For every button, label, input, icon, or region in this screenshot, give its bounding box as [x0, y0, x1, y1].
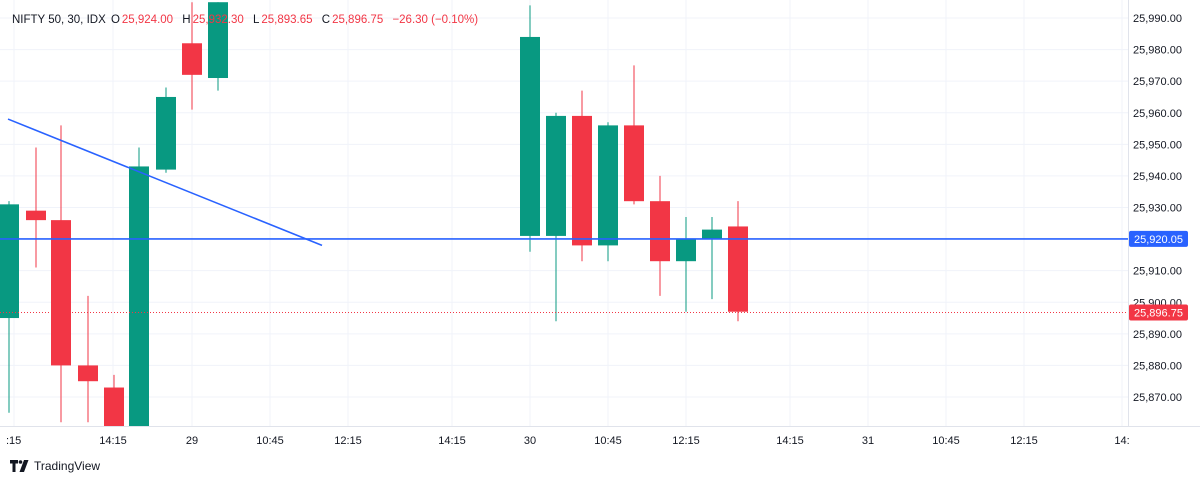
x-tick-label: 10:45: [932, 435, 960, 447]
x-tick-label: 10:45: [256, 435, 284, 447]
candle-body: [520, 36, 540, 236]
x-tick-label: 31: [862, 435, 874, 447]
horizontal-line-price-tag: [1129, 230, 1188, 247]
close-value: 25,896.75: [332, 14, 384, 26]
x-tick-label: 12:15: [334, 435, 362, 447]
candle-body: [104, 387, 124, 426]
low-value: 25,893.65: [261, 14, 313, 26]
x-tick-label: 30: [524, 435, 536, 447]
x-tick-label: :15: [6, 435, 21, 447]
candle-body: [182, 43, 202, 75]
candle-body: [26, 210, 46, 221]
trendline: [7, 118, 323, 247]
y-tick-label: 25,950.00: [1133, 139, 1182, 151]
candle-body: [702, 229, 722, 240]
candles-group: [0, 2, 748, 426]
x-tick-label: 14:15: [776, 435, 804, 447]
x-tick-label: 14:15: [438, 435, 466, 447]
candle-body: [546, 115, 566, 236]
x-tick-label: 14:15: [99, 435, 127, 447]
x-tick-label: 10:45: [594, 435, 622, 447]
y-tick-label: 25,980.00: [1133, 45, 1182, 57]
candle-body: [676, 239, 696, 262]
symbol-label: NIFTY 50, 30, IDX: [12, 14, 106, 26]
candle-body: [572, 115, 592, 246]
high-label: H: [182, 14, 191, 26]
candle-body: [129, 166, 149, 426]
ohlc-legend: NIFTY 50, 30, IDX O 25,924.00 H 25,932.30 …: [12, 14, 480, 26]
y-tick-label: 25,870.00: [1133, 392, 1182, 404]
last-price-tag: [1129, 304, 1188, 321]
horizontal-line-price-label: 25,920.05: [1134, 234, 1183, 246]
y-tick-label: 25,930.00: [1133, 203, 1182, 215]
open-value: 25,924.00: [121, 14, 174, 26]
y-tick-label: 25,970.00: [1133, 76, 1182, 88]
low-label: L: [252, 14, 260, 26]
x-tick-label: 14:: [1114, 435, 1129, 447]
change-value: −26.30 (−0.10%): [392, 14, 479, 26]
candle-body: [78, 365, 98, 382]
candle-body: [156, 96, 176, 170]
candle-body: [208, 2, 228, 79]
y-tick-label: 25,880.00: [1133, 360, 1182, 372]
x-tick-label: 29: [186, 435, 198, 447]
candle-body: [0, 204, 19, 319]
y-tick-label: 25,990.00: [1133, 13, 1182, 25]
close-label: C: [321, 14, 331, 26]
tradingview-icon: [10, 460, 29, 472]
y-tick-label: 25,940.00: [1133, 171, 1182, 183]
last-price-label: 25,896.75: [1134, 308, 1183, 320]
y-tick-label: 25,890.00: [1133, 329, 1182, 341]
tradingview-logo[interactable]: TradingView: [10, 459, 100, 473]
x-tick-label: 12:15: [672, 435, 700, 447]
candle-body: [728, 226, 748, 312]
candle-body: [650, 201, 670, 262]
y-tick-label: 25,910.00: [1133, 266, 1182, 278]
brand-name: TradingView: [34, 459, 101, 473]
candle-body: [598, 125, 618, 246]
y-tick-label: 25,960.00: [1133, 108, 1182, 120]
open-label: O: [110, 14, 120, 26]
high-value: 25,932.30: [192, 14, 244, 26]
candle-body: [51, 220, 71, 366]
x-tick-label: 12:15: [1010, 435, 1038, 447]
candle-body: [624, 125, 644, 202]
